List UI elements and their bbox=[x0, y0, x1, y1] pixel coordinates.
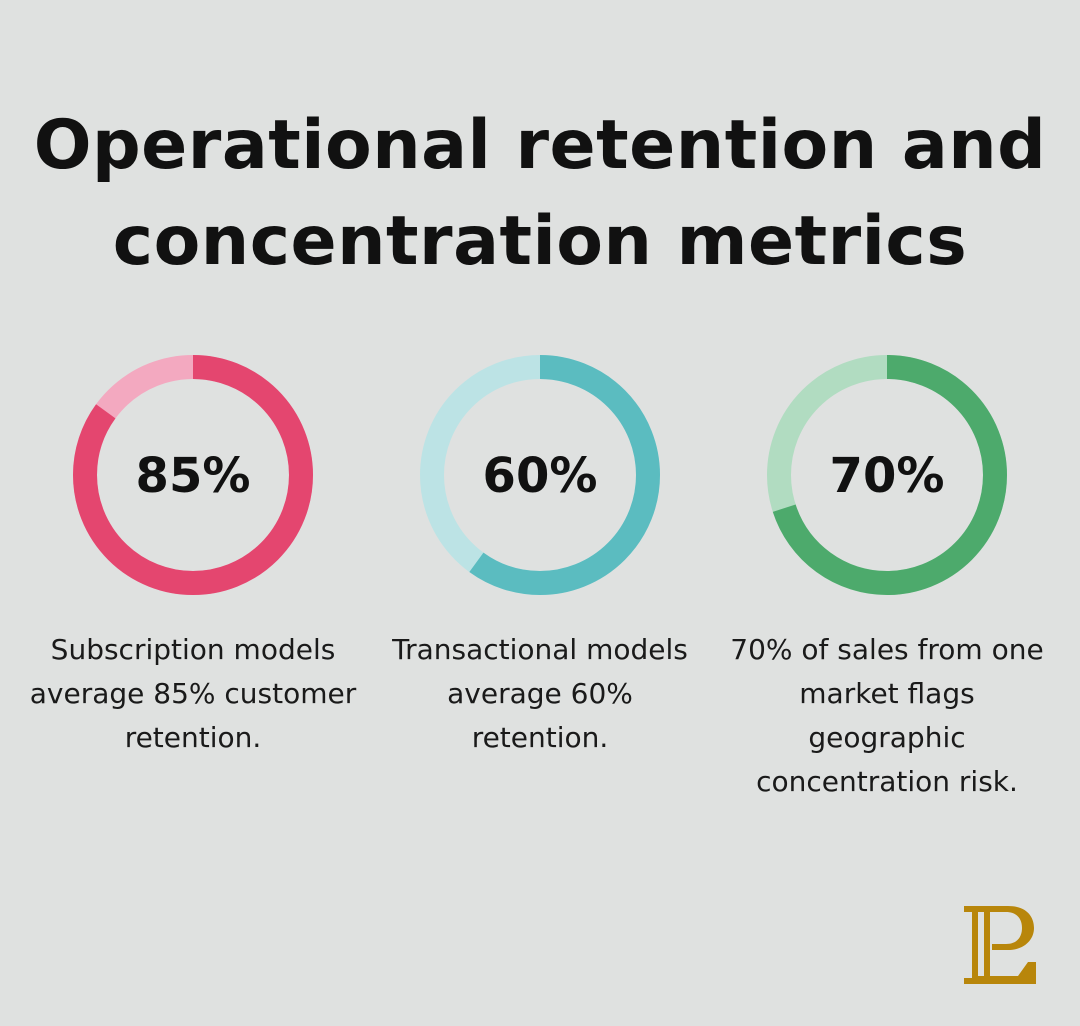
metric-description: Transactional models average 60% retenti… bbox=[392, 633, 688, 754]
donut-chart-1: 60% bbox=[420, 355, 660, 595]
metric-description: Subscription models average 85% customer… bbox=[29, 633, 357, 754]
donut-value-arc bbox=[73, 355, 313, 595]
donut-chart-0: 85% bbox=[73, 355, 313, 595]
metric-description: 70% of sales from one market flags geogr… bbox=[730, 633, 1044, 798]
donut-value-arc bbox=[767, 355, 1007, 595]
donut-value-label: 70% bbox=[830, 448, 945, 504]
metric-card-transactional: 60% Transactional models average 60% ret… bbox=[375, 354, 705, 760]
metric-card-subscription: 85% Subscription models average 85% cust… bbox=[28, 354, 358, 760]
metric-card-concentration: 70% 70% of sales from one market flags g… bbox=[722, 354, 1052, 804]
donut-value-label: 60% bbox=[483, 448, 598, 504]
brand-logo bbox=[964, 906, 1036, 984]
donut-chart-2: 70% bbox=[767, 355, 1007, 595]
donut-value-label: 85% bbox=[136, 448, 251, 504]
donut-value-arc bbox=[420, 355, 660, 595]
page-title: Operational retention and concentration … bbox=[33, 106, 1047, 281]
